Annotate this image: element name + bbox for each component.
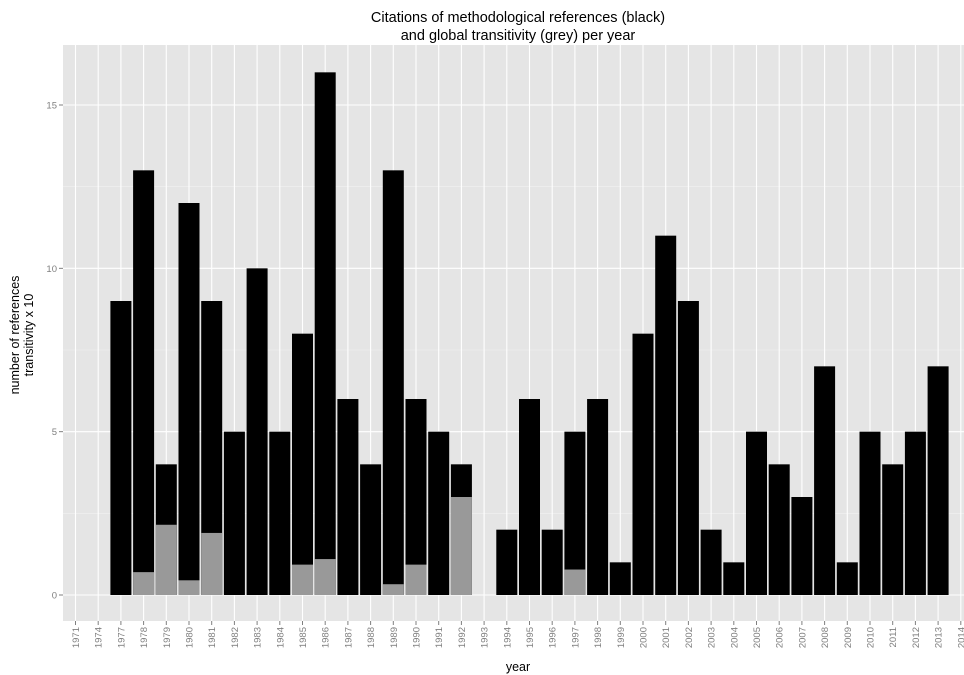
x-axis-title: year xyxy=(506,660,530,674)
x-tick-label: 2010 xyxy=(866,627,877,648)
reference-bar xyxy=(337,399,359,595)
x-tick-label: 1996 xyxy=(548,627,559,648)
x-tick-label: 1981 xyxy=(207,627,218,648)
x-tick-label: 2007 xyxy=(797,627,808,648)
x-tick-label: 1986 xyxy=(321,627,332,648)
y-tick-label: 10 xyxy=(46,264,57,275)
x-tick-label: 1997 xyxy=(570,627,581,648)
x-tick-label: 1978 xyxy=(139,627,150,648)
reference-bar xyxy=(655,235,677,595)
reference-bar xyxy=(768,464,790,595)
reference-bar xyxy=(746,431,767,595)
transitivity-bar xyxy=(178,580,200,595)
y-axis-ticks: 0 5 10 15 xyxy=(46,101,63,602)
x-tick-label: 1984 xyxy=(275,627,286,648)
x-tick-label: 1988 xyxy=(366,627,377,648)
y-axis-title-2: transitivity x 10 xyxy=(22,294,36,377)
reference-bar xyxy=(223,431,245,595)
x-tick-label: 2002 xyxy=(684,627,695,648)
x-tick-label: 1979 xyxy=(162,627,173,648)
x-tick-label: 1985 xyxy=(298,627,309,648)
x-tick-label: 2001 xyxy=(661,627,672,648)
transitivity-bar xyxy=(292,564,313,595)
x-tick-label: 1987 xyxy=(343,627,354,648)
x-tick-label: 1993 xyxy=(480,627,491,648)
x-tick-label: 1995 xyxy=(525,627,536,648)
x-tick-label: 1998 xyxy=(593,627,604,648)
x-tick-label: 2008 xyxy=(820,627,831,648)
x-tick-label: 2009 xyxy=(843,627,854,648)
x-tick-label: 1999 xyxy=(616,627,627,648)
reference-bar xyxy=(904,431,926,595)
chart-title: Citations of methodological references (… xyxy=(371,10,665,26)
reference-bar xyxy=(564,431,586,595)
x-tick-label: 1971 xyxy=(71,627,82,648)
reference-bar xyxy=(360,464,382,595)
reference-bar xyxy=(632,333,654,595)
transitivity-bar xyxy=(405,564,427,595)
x-tick-label: 1983 xyxy=(253,627,264,648)
reference-bar xyxy=(405,399,427,595)
x-tick-label: 2003 xyxy=(707,627,718,648)
transitivity-bar xyxy=(564,569,586,595)
y-tick-label: 15 xyxy=(46,101,57,112)
x-tick-label: 1994 xyxy=(502,627,513,648)
x-tick-label: 2014 xyxy=(956,627,964,648)
reference-bar xyxy=(882,464,904,595)
x-tick-label: 2012 xyxy=(911,627,922,648)
reference-bar xyxy=(859,431,881,595)
x-tick-label: 1980 xyxy=(185,627,196,648)
reference-bar xyxy=(246,268,268,595)
reference-bar xyxy=(519,399,540,595)
reference-bar xyxy=(927,366,949,595)
reference-bar xyxy=(541,529,563,595)
bars xyxy=(110,72,949,596)
x-tick-label: 2000 xyxy=(639,627,650,648)
x-tick-label: 1974 xyxy=(94,627,105,648)
y-tick-label: 5 xyxy=(52,427,57,438)
x-tick-label: 1991 xyxy=(434,627,445,648)
x-tick-label: 2005 xyxy=(752,627,763,648)
reference-bar xyxy=(133,170,155,596)
transitivity-bar xyxy=(133,572,155,595)
x-tick-label: 1990 xyxy=(412,627,423,648)
x-axis-ticks: 1971 1974 1977 1978 1979 1980 1981 1982 1983 1984… xyxy=(71,621,964,648)
reference-bar xyxy=(382,170,404,596)
reference-bar xyxy=(110,301,132,595)
reference-bar xyxy=(178,203,200,595)
reference-bar xyxy=(428,431,450,595)
reference-bar xyxy=(677,301,699,595)
x-tick-label: 2013 xyxy=(934,627,945,648)
x-tick-label: 1982 xyxy=(230,627,241,648)
transitivity-bar xyxy=(314,559,336,595)
y-tick-label: 0 xyxy=(52,591,57,602)
x-tick-label: 2006 xyxy=(775,627,786,648)
transitivity-bar xyxy=(201,532,223,595)
transitivity-bar xyxy=(382,584,404,595)
transitivity-bar xyxy=(155,524,177,595)
chart-subtitle: and global transitivity (grey) per year xyxy=(401,28,636,44)
reference-bar xyxy=(723,562,745,595)
reference-bar xyxy=(791,497,813,595)
reference-bar xyxy=(587,399,609,595)
transitivity-bar xyxy=(450,497,472,595)
reference-bar xyxy=(700,529,722,595)
reference-bar xyxy=(609,562,631,595)
reference-bar xyxy=(292,333,313,595)
reference-bar xyxy=(269,431,291,595)
x-tick-label: 2011 xyxy=(888,627,899,647)
x-tick-label: 1992 xyxy=(457,627,468,648)
y-axis-title: number of references xyxy=(8,276,22,395)
x-tick-label: 2004 xyxy=(729,627,740,648)
reference-bar xyxy=(814,366,836,595)
reference-bar xyxy=(496,529,518,595)
reference-bar xyxy=(836,562,858,595)
x-tick-label: 1977 xyxy=(116,627,127,648)
reference-bar xyxy=(314,72,336,596)
x-tick-label: 1989 xyxy=(389,627,400,648)
reference-bar xyxy=(201,301,223,595)
